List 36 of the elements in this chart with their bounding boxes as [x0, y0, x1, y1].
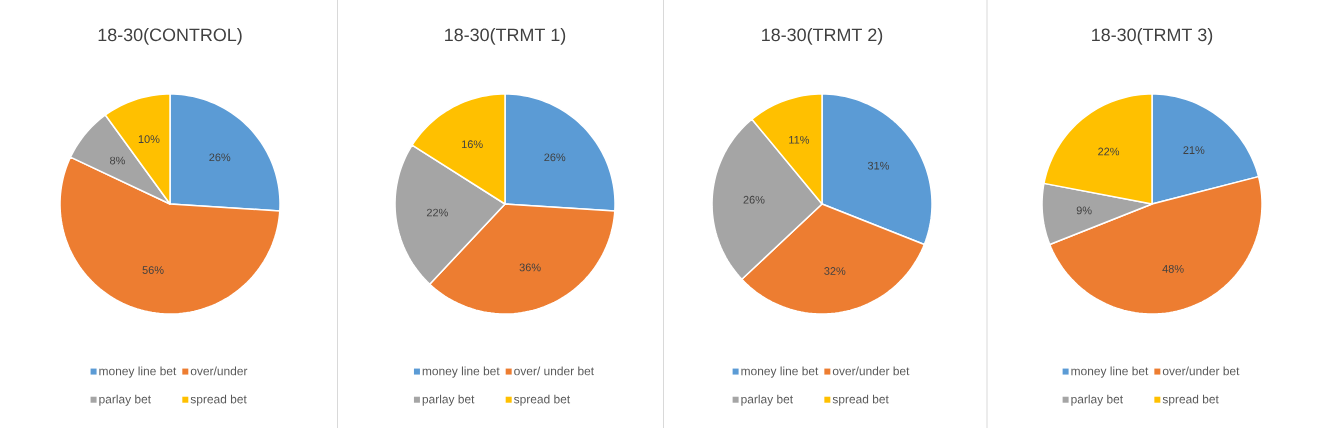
data-label: 26% — [743, 195, 765, 204]
data-label: 36% — [519, 263, 541, 272]
data-label: 26% — [209, 153, 231, 162]
data-label: 8% — [110, 156, 125, 165]
chart-title: 18-30(TRMT 1) — [445, 28, 566, 45]
data-label: 22% — [1098, 147, 1120, 156]
chart-title: 18-30(CONTROL) — [98, 28, 242, 45]
data-label: 56% — [142, 266, 164, 274]
data-label: 22% — [426, 208, 448, 217]
legend-label: money line bet — [422, 366, 500, 378]
data-label: 11% — [789, 136, 810, 144]
chart-title: 18-30(TRMT 2) — [762, 28, 883, 45]
data-label: 16% — [462, 140, 483, 149]
legend-label: over/under bet — [832, 366, 910, 376]
data-label: 31% — [867, 161, 889, 170]
legend-label: spread bet — [832, 394, 889, 406]
data-label: 10% — [138, 135, 160, 144]
legend-label: parlay bet — [422, 394, 475, 406]
legend-label: parlay bet — [741, 394, 793, 406]
chart-title: 18-30(TRMT 3) — [1092, 28, 1213, 45]
data-label: 21% — [1183, 146, 1205, 154]
legend-label: over/under — [190, 366, 248, 376]
legend-label: money line bet — [1071, 366, 1149, 378]
data-label: 26% — [544, 153, 566, 162]
legend-label: over/ under bet — [514, 366, 594, 376]
legend-label: money line bet — [741, 366, 819, 378]
legend-label: parlay bet — [99, 394, 151, 406]
legend-label: over/under bet — [1162, 366, 1240, 376]
legend-label: parlay bet — [1071, 394, 1123, 406]
legend-label: spread bet — [190, 394, 247, 406]
legend-label: money line bet — [99, 366, 177, 378]
legend-label: spread bet — [1162, 394, 1219, 406]
data-label: 32% — [824, 267, 846, 275]
legend-label: spread bet — [514, 394, 571, 406]
data-label: 48% — [1162, 265, 1184, 273]
data-label: 9% — [1076, 206, 1092, 215]
